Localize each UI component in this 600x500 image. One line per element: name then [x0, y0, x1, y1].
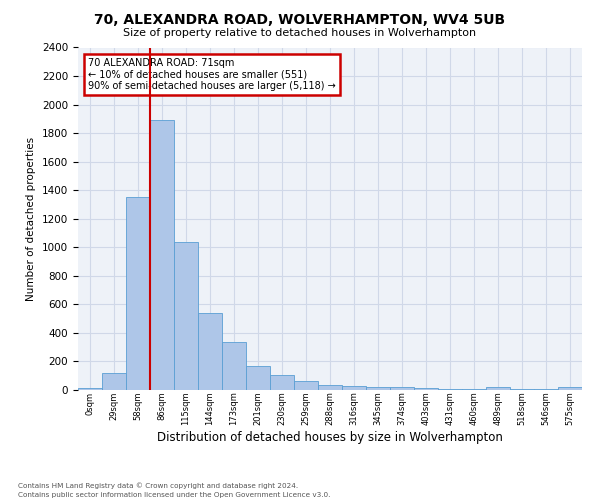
Bar — [414, 388, 438, 390]
Bar — [198, 313, 222, 390]
Text: 70 ALEXANDRA ROAD: 71sqm
← 10% of detached houses are smaller (551)
90% of semi-: 70 ALEXANDRA ROAD: 71sqm ← 10% of detach… — [88, 58, 336, 91]
Text: 70, ALEXANDRA ROAD, WOLVERHAMPTON, WV4 5UB: 70, ALEXANDRA ROAD, WOLVERHAMPTON, WV4 5… — [94, 12, 506, 26]
Bar — [462, 389, 486, 390]
Text: Size of property relative to detached houses in Wolverhampton: Size of property relative to detached ho… — [124, 28, 476, 38]
Bar — [150, 120, 174, 390]
Bar — [270, 374, 294, 390]
Bar — [246, 366, 270, 390]
Bar — [174, 242, 198, 390]
Bar — [318, 384, 342, 390]
Text: Contains public sector information licensed under the Open Government Licence v3: Contains public sector information licen… — [18, 492, 331, 498]
Text: Contains HM Land Registry data © Crown copyright and database right 2024.: Contains HM Land Registry data © Crown c… — [18, 482, 298, 489]
Bar — [126, 198, 150, 390]
Bar — [78, 388, 102, 390]
Bar — [102, 373, 126, 390]
Bar — [366, 387, 390, 390]
Bar — [222, 342, 246, 390]
Bar — [390, 388, 414, 390]
Bar — [438, 388, 462, 390]
Bar — [342, 386, 366, 390]
Y-axis label: Number of detached properties: Number of detached properties — [26, 136, 37, 301]
Bar — [558, 388, 582, 390]
Bar — [486, 387, 510, 390]
Bar — [294, 382, 318, 390]
X-axis label: Distribution of detached houses by size in Wolverhampton: Distribution of detached houses by size … — [157, 431, 503, 444]
